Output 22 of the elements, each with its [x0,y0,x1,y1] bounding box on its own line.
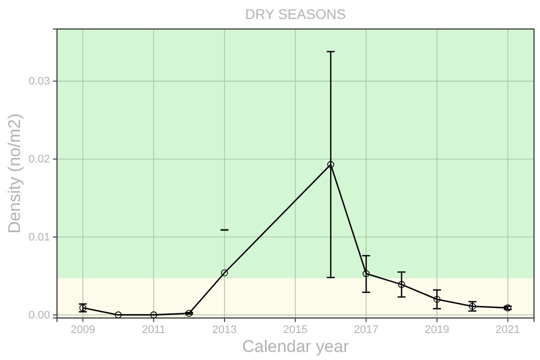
x-tick-label: 2009 [70,324,96,336]
y-tick-label: 0.00 [28,309,50,322]
x-tick-label: 2013 [212,324,237,336]
point [114,311,122,318]
x-tick-label: 2019 [424,324,450,336]
point [327,161,334,168]
point [221,269,228,276]
point [186,310,193,317]
x-tick-label: 2015 [283,324,308,336]
point [398,281,406,288]
point [433,296,440,303]
point [150,311,158,318]
y-tick-label: 0.02 [28,154,50,166]
x-axis-title: Calendar year [242,337,350,356]
point [362,270,370,278]
x-tick-label: 2017 [354,324,378,336]
y-tick-label: 0.03 [28,76,50,88]
y-tick-label: 0.01 [28,232,50,244]
x-tick-label: 2011 [142,324,166,336]
y-axis-title: Density (no/m2) [5,114,24,234]
x-tick-label: 2021 [496,324,520,336]
chart-title: DRY SEASONS [245,6,346,22]
